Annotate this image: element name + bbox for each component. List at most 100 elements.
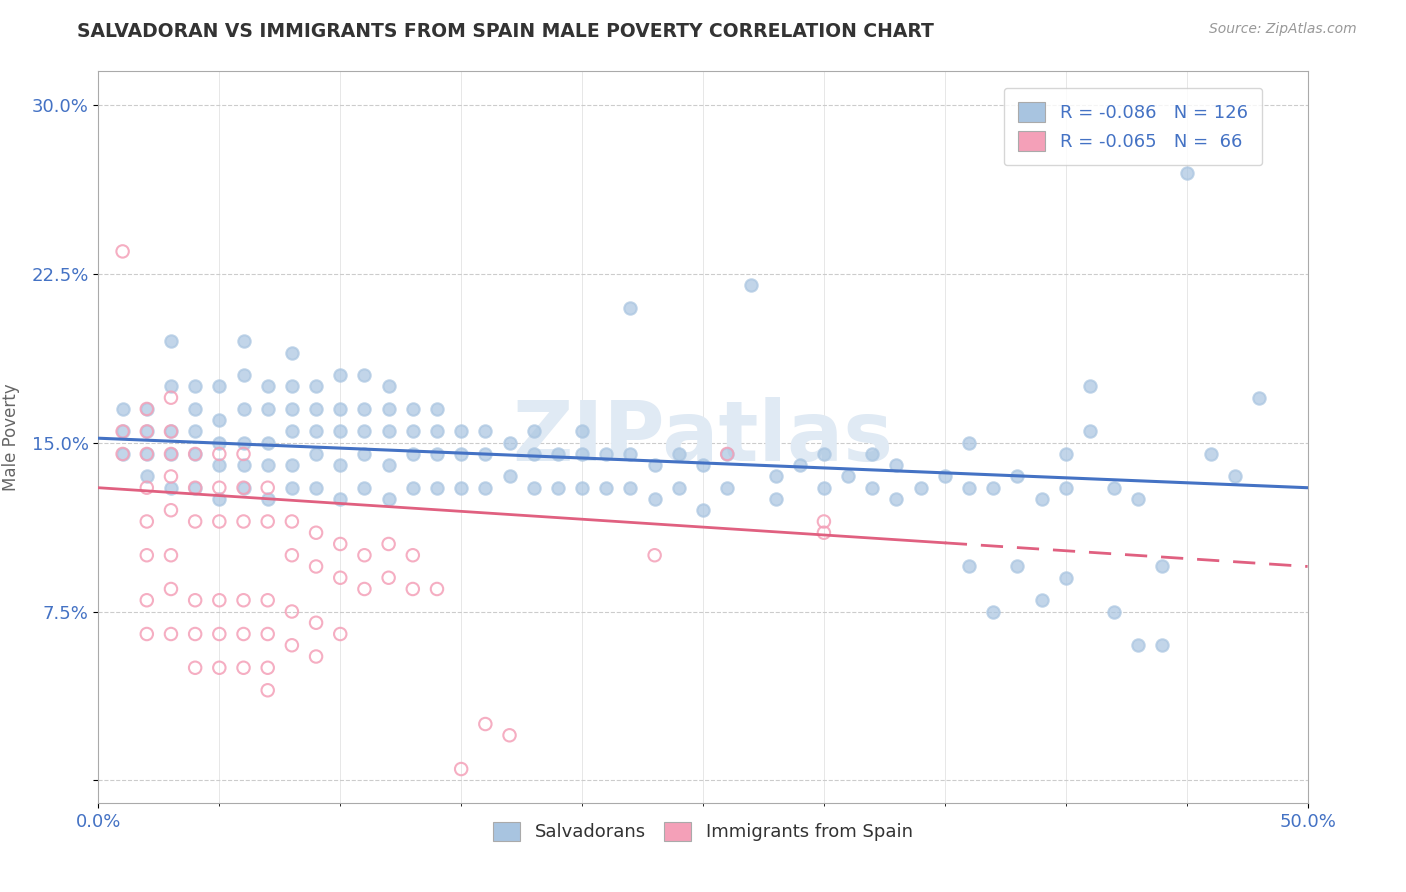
Point — [1007, 559, 1029, 574]
Point — [450, 762, 472, 776]
Point — [135, 515, 157, 529]
Point — [184, 425, 207, 439]
Point — [886, 458, 908, 473]
Point — [1152, 559, 1174, 574]
Point — [256, 458, 278, 473]
Point — [281, 548, 304, 562]
Point — [329, 491, 352, 506]
Point — [860, 481, 883, 495]
Point — [1054, 481, 1077, 495]
Point — [619, 481, 641, 495]
Point — [281, 605, 304, 619]
Point — [377, 491, 399, 506]
Point — [1128, 638, 1150, 652]
Point — [160, 503, 183, 517]
Point — [111, 244, 134, 259]
Point — [377, 401, 399, 416]
Point — [208, 593, 231, 607]
Point — [329, 458, 352, 473]
Point — [571, 447, 593, 461]
Point — [256, 435, 278, 450]
Point — [305, 401, 328, 416]
Point — [160, 548, 183, 562]
Point — [402, 425, 425, 439]
Point — [1078, 425, 1101, 439]
Point — [619, 301, 641, 315]
Point — [232, 458, 254, 473]
Point — [619, 447, 641, 461]
Point — [1031, 491, 1053, 506]
Point — [160, 379, 183, 393]
Point — [547, 447, 569, 461]
Point — [716, 447, 738, 461]
Point — [208, 379, 231, 393]
Point — [135, 425, 157, 439]
Point — [305, 649, 328, 664]
Point — [716, 481, 738, 495]
Point — [135, 593, 157, 607]
Point — [184, 447, 207, 461]
Point — [1007, 469, 1029, 483]
Point — [232, 515, 254, 529]
Y-axis label: Male Poverty: Male Poverty — [3, 384, 20, 491]
Point — [426, 401, 449, 416]
Point — [160, 447, 183, 461]
Point — [813, 447, 835, 461]
Point — [184, 379, 207, 393]
Point — [256, 627, 278, 641]
Point — [353, 582, 375, 596]
Point — [474, 481, 496, 495]
Point — [184, 481, 207, 495]
Point — [160, 447, 183, 461]
Point — [644, 548, 666, 562]
Point — [1128, 491, 1150, 506]
Point — [981, 605, 1004, 619]
Point — [957, 481, 980, 495]
Point — [377, 537, 399, 551]
Point — [305, 615, 328, 630]
Point — [523, 425, 546, 439]
Point — [160, 582, 183, 596]
Point — [377, 571, 399, 585]
Point — [377, 379, 399, 393]
Text: SALVADORAN VS IMMIGRANTS FROM SPAIN MALE POVERTY CORRELATION CHART: SALVADORAN VS IMMIGRANTS FROM SPAIN MALE… — [77, 22, 934, 41]
Point — [160, 425, 183, 439]
Point — [281, 458, 304, 473]
Point — [232, 334, 254, 349]
Point — [305, 481, 328, 495]
Point — [1054, 571, 1077, 585]
Point — [571, 425, 593, 439]
Point — [644, 491, 666, 506]
Point — [1031, 593, 1053, 607]
Point — [474, 425, 496, 439]
Point — [281, 401, 304, 416]
Point — [232, 481, 254, 495]
Point — [498, 469, 520, 483]
Point — [450, 481, 472, 495]
Point — [111, 425, 134, 439]
Point — [595, 481, 617, 495]
Point — [957, 559, 980, 574]
Text: ZIPatlas: ZIPatlas — [513, 397, 893, 477]
Point — [281, 481, 304, 495]
Point — [402, 582, 425, 596]
Point — [208, 435, 231, 450]
Point — [232, 661, 254, 675]
Point — [256, 593, 278, 607]
Point — [377, 458, 399, 473]
Point — [305, 425, 328, 439]
Point — [329, 368, 352, 383]
Point — [1078, 379, 1101, 393]
Point — [281, 345, 304, 359]
Point — [353, 481, 375, 495]
Point — [232, 401, 254, 416]
Point — [571, 481, 593, 495]
Point — [402, 481, 425, 495]
Point — [256, 661, 278, 675]
Point — [160, 425, 183, 439]
Point — [523, 481, 546, 495]
Point — [716, 447, 738, 461]
Point — [765, 469, 787, 483]
Point — [135, 469, 157, 483]
Point — [135, 447, 157, 461]
